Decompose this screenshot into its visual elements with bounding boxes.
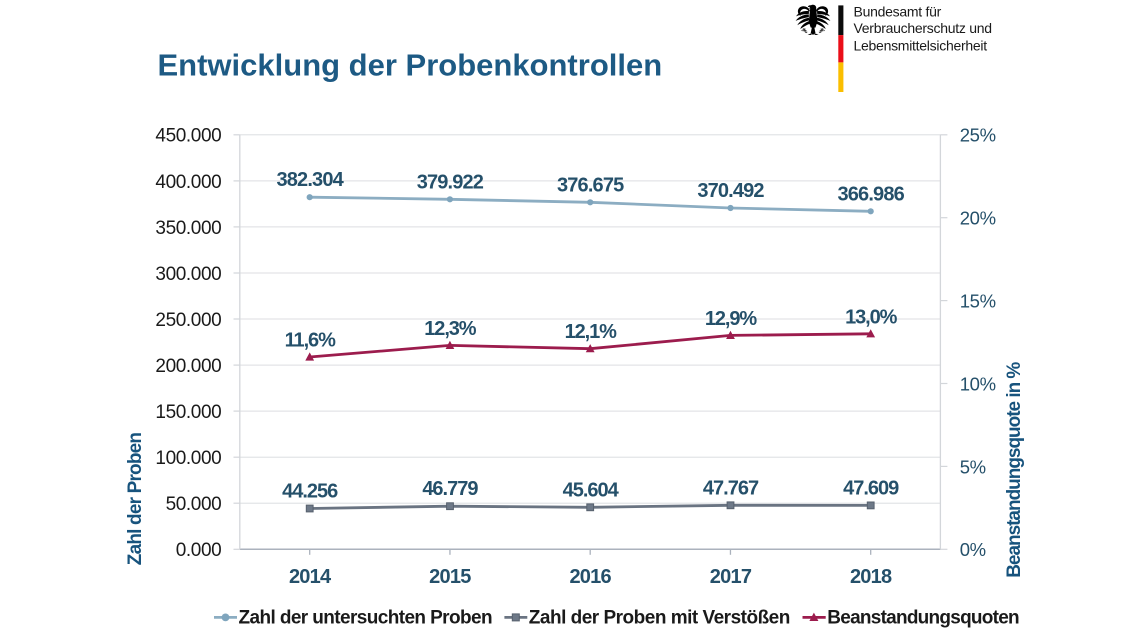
svg-text:Zahl der untersuchten Proben: Zahl der untersuchten Proben — [239, 607, 492, 628]
svg-text:5%: 5% — [960, 456, 986, 477]
svg-text:Verbraucherschutz und: Verbraucherschutz und — [854, 20, 992, 36]
svg-text:Zahl der Proben mit Verstößen: Zahl der Proben mit Verstößen — [529, 607, 790, 628]
svg-text:44.256: 44.256 — [282, 481, 338, 503]
svg-text:2017: 2017 — [710, 566, 752, 588]
svg-text:12,3%: 12,3% — [424, 318, 477, 340]
svg-text:2015: 2015 — [429, 566, 471, 588]
svg-text:Zahl der Proben: Zahl der Proben — [125, 433, 146, 566]
svg-text:11,6%: 11,6% — [285, 330, 336, 352]
svg-text:250.000: 250.000 — [155, 310, 221, 331]
svg-text:2018: 2018 — [850, 566, 892, 588]
svg-text:2014: 2014 — [289, 566, 332, 588]
svg-text:10%: 10% — [960, 373, 996, 394]
svg-text:400.000: 400.000 — [155, 172, 221, 193]
svg-text:370.492: 370.492 — [697, 180, 764, 202]
svg-text:47.767: 47.767 — [703, 477, 759, 499]
svg-text:376.675: 376.675 — [557, 174, 624, 196]
svg-text:0.000: 0.000 — [176, 540, 222, 561]
svg-text:Bundesamt für: Bundesamt für — [854, 4, 942, 20]
svg-text:12,9%: 12,9% — [705, 308, 758, 330]
svg-text:Beanstandungsquoten: Beanstandungsquoten — [827, 607, 1019, 628]
svg-text:2016: 2016 — [569, 566, 611, 588]
svg-text:Beanstandungsquote in %: Beanstandungsquote in % — [1004, 362, 1025, 578]
svg-text:Lebensmittelsicherheit: Lebensmittelsicherheit — [854, 38, 988, 54]
svg-text:300.000: 300.000 — [155, 264, 221, 285]
svg-text:25%: 25% — [960, 125, 996, 146]
svg-text:379.922: 379.922 — [417, 171, 484, 193]
svg-text:150.000: 150.000 — [155, 402, 221, 423]
svg-text:366.986: 366.986 — [838, 183, 905, 205]
svg-text:200.000: 200.000 — [155, 356, 221, 377]
svg-text:15%: 15% — [960, 291, 996, 312]
svg-text:382.304: 382.304 — [277, 169, 345, 191]
svg-text:Entwicklung der Probenkontroll: Entwicklung der Probenkontrollen — [158, 48, 663, 83]
svg-text:350.000: 350.000 — [155, 218, 221, 239]
svg-text:46.779: 46.779 — [422, 478, 478, 500]
svg-text:45.604: 45.604 — [563, 479, 620, 501]
svg-text:20%: 20% — [960, 208, 996, 229]
svg-text:100.000: 100.000 — [155, 448, 221, 469]
svg-text:47.609: 47.609 — [843, 477, 899, 499]
svg-text:450.000: 450.000 — [155, 126, 221, 147]
svg-text:0%: 0% — [960, 539, 986, 560]
svg-text:12,1%: 12,1% — [565, 321, 618, 343]
svg-text:50.000: 50.000 — [166, 494, 222, 515]
svg-text:13,0%: 13,0% — [845, 306, 898, 328]
